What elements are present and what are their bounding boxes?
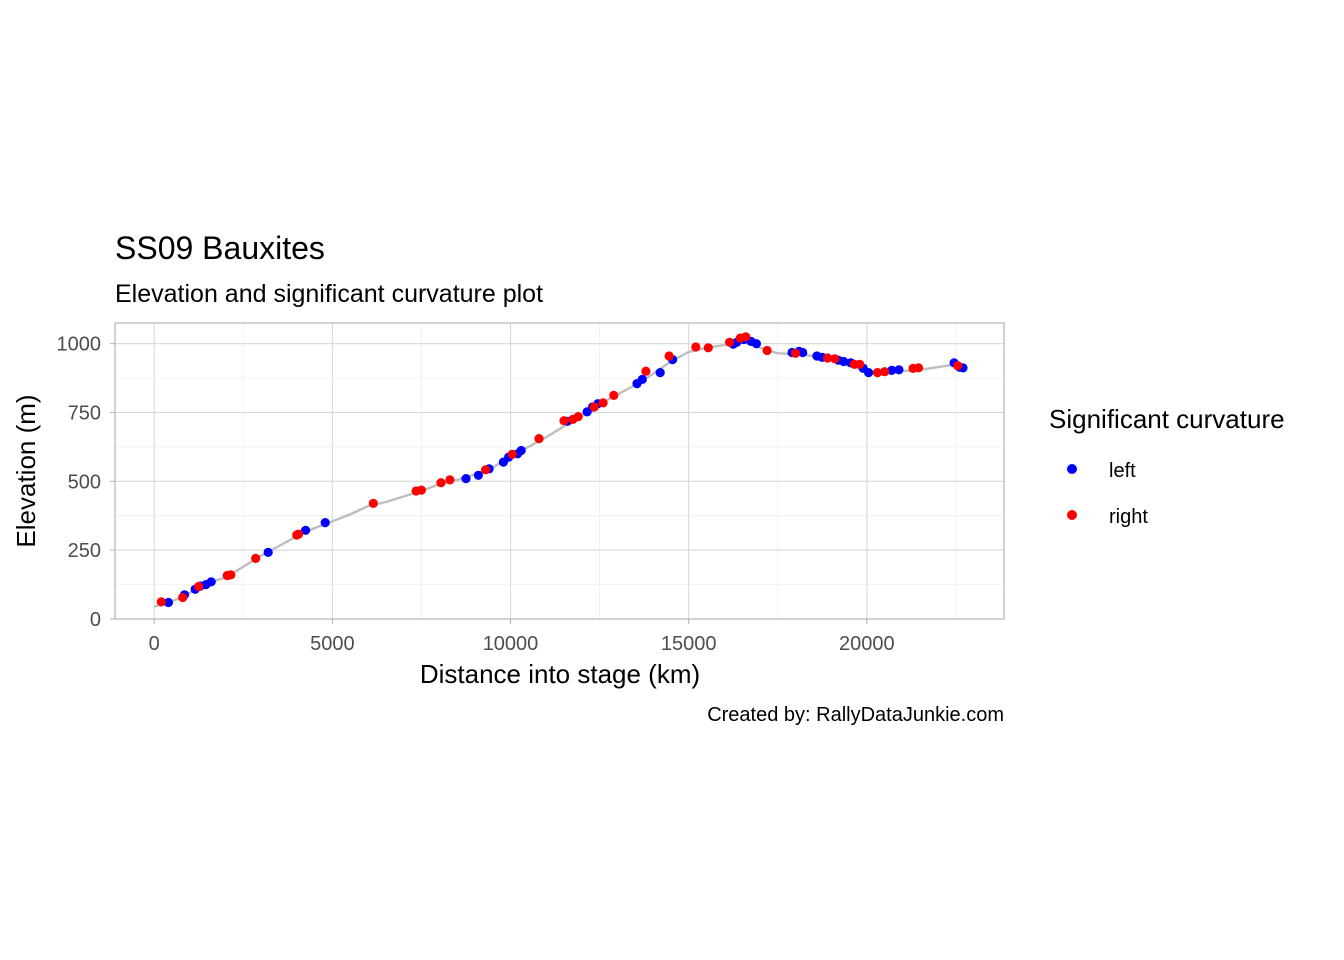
curvature-point-right: [791, 348, 801, 358]
curvature-point-right: [445, 475, 455, 485]
curvature-point-right: [194, 581, 204, 592]
curvature-point-right: [251, 553, 261, 564]
curvature-point-right: [609, 390, 619, 400]
curvature-point-right: [416, 485, 426, 495]
curvature-point-right: [226, 570, 236, 580]
curvature-point-left: [516, 445, 526, 456]
curvature-point-left: [839, 356, 849, 367]
x-tick-label: 0: [149, 633, 160, 655]
chart-title: SS09 Bauxites: [115, 230, 325, 266]
y-tick-label: 750: [68, 402, 101, 424]
curvature-point-right: [481, 465, 491, 475]
x-tick-label: 15000: [661, 633, 717, 655]
curvature-point-left: [320, 518, 330, 528]
curvature-point-right: [368, 498, 378, 508]
legend: Significant curvature left right: [1049, 404, 1285, 528]
curvature-point-left: [798, 347, 808, 358]
curvature-point-right: [913, 363, 924, 373]
curvature-point-right: [872, 368, 883, 378]
curvature-point-left: [461, 474, 471, 484]
curvature-point-right: [293, 529, 304, 539]
curvature-point-left: [263, 547, 273, 558]
curvature-point-left: [751, 339, 762, 349]
curvature-point-right: [573, 412, 583, 422]
y-tick-label: 250: [68, 540, 101, 562]
legend-left-label: left: [1109, 460, 1136, 482]
x-tick-label: 5000: [310, 633, 355, 655]
x-tick-label: 10000: [483, 633, 539, 655]
curvature-point-right: [598, 398, 608, 408]
y-tick-label: 0: [90, 609, 101, 631]
curvature-point-right: [703, 343, 713, 353]
y-tick-label: 500: [68, 471, 101, 493]
curvature-point-left: [301, 525, 311, 535]
curvature-point-right: [855, 359, 865, 369]
curvature-point-left: [637, 374, 647, 384]
legend-left-swatch: [1067, 464, 1077, 474]
y-axis-title: Elevation (m): [11, 394, 41, 547]
curvature-points: [156, 332, 968, 608]
curvature-point-right: [507, 449, 517, 459]
curvature-point-left: [206, 577, 216, 587]
legend-right-label: right: [1109, 506, 1148, 528]
chart-subtitle: Elevation and significant curvature plot: [115, 280, 543, 308]
x-axis-title: Distance into stage (km): [420, 659, 700, 689]
curvature-point-right: [741, 332, 751, 342]
curvature-point-right: [436, 478, 446, 488]
curvature-point-right: [178, 592, 188, 603]
x-axis-ticks: 0 5000 10000 15000 20000: [149, 619, 895, 655]
curvature-point-left: [655, 368, 665, 378]
curvature-point-left: [864, 368, 874, 378]
curvature-point-right: [880, 367, 890, 377]
x-tick-label: 20000: [839, 633, 895, 655]
curvature-point-right: [664, 351, 674, 361]
curvature-point-right: [156, 597, 166, 607]
curvature-point-right: [830, 354, 840, 364]
legend-title: Significant curvature: [1049, 404, 1285, 434]
curvature-point-right: [953, 361, 963, 371]
curvature-point-left: [887, 365, 897, 375]
y-axis-ticks: 0 250 500 750 1000: [57, 334, 115, 631]
y-tick-label: 1000: [57, 334, 102, 356]
curvature-point-right: [725, 337, 735, 347]
curvature-point-right: [762, 345, 772, 356]
curvature-point-right: [559, 416, 569, 426]
curvature-point-left: [163, 597, 173, 608]
curvature-point-right: [589, 402, 599, 412]
curvature-point-right: [641, 366, 651, 376]
panel-border: [114, 322, 1005, 620]
curvature-point-right: [534, 434, 544, 444]
curvature-point-left: [473, 470, 483, 480]
curvature-point-right: [823, 353, 833, 363]
chart-caption: Created by: RallyDataJunkie.com: [707, 704, 1004, 726]
legend-right-swatch: [1067, 510, 1077, 520]
curvature-point-right: [691, 342, 701, 352]
curvature-point-left: [894, 365, 904, 375]
